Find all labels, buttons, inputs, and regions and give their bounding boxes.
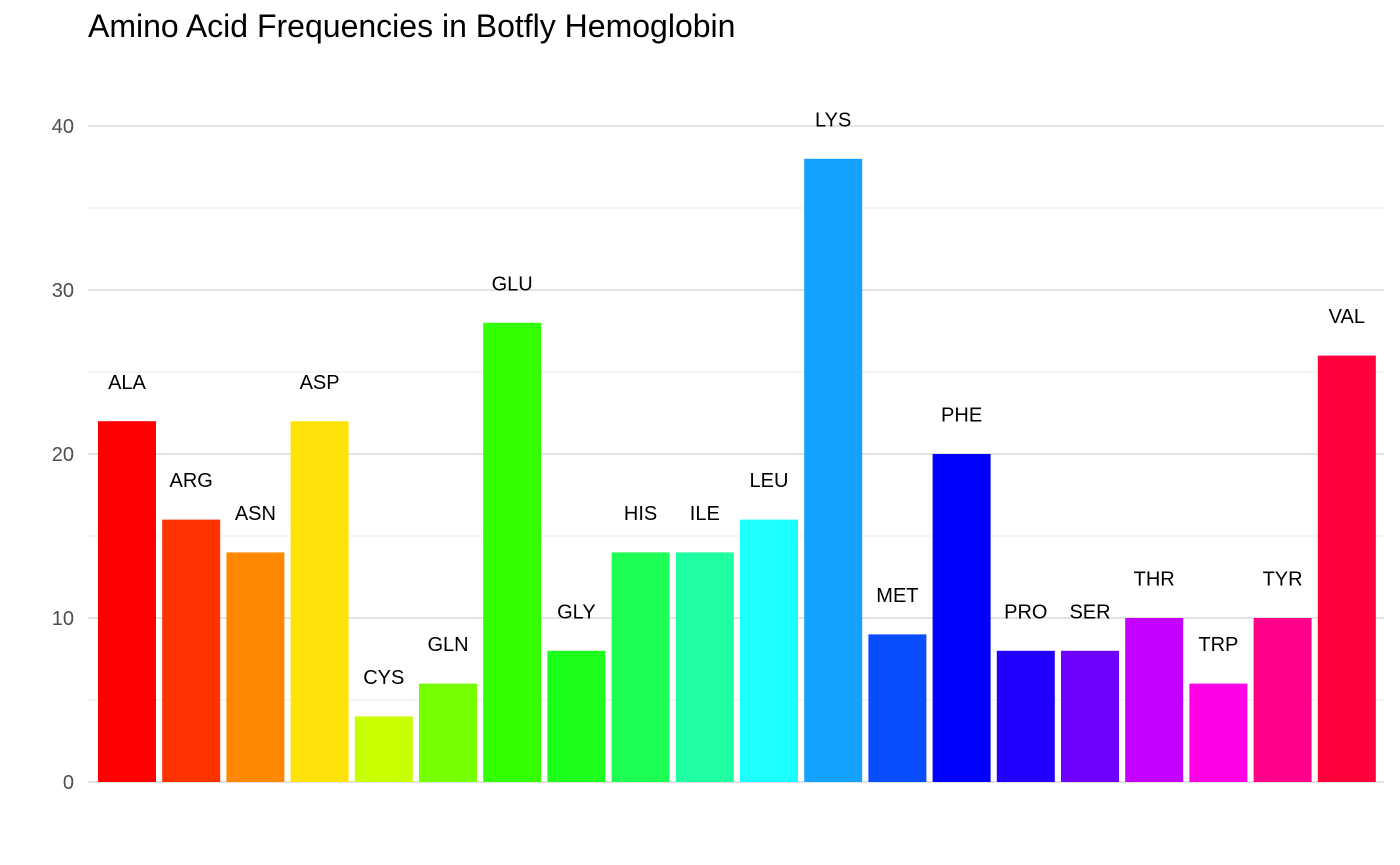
bar-label-cys: CYS bbox=[363, 667, 404, 689]
bar-label-arg: ARG bbox=[170, 470, 213, 492]
bar-label-thr: THR bbox=[1134, 569, 1175, 591]
y-axis-ticks: 0 10 20 30 40 bbox=[52, 116, 74, 794]
bar-label-gly: GLY bbox=[557, 601, 596, 623]
y-tick-label: 30 bbox=[52, 280, 74, 302]
bar-his bbox=[611, 552, 670, 782]
bar-label-leu: LEU bbox=[750, 470, 789, 492]
bar-val bbox=[1317, 355, 1376, 782]
bar-label-his: HIS bbox=[624, 503, 657, 525]
bar-pro bbox=[996, 650, 1055, 782]
bar-gly bbox=[547, 650, 606, 782]
bar-label-phe: PHE bbox=[941, 405, 982, 427]
data-labels: ALA ARG ASN ASP CYS GLN GLU GLY HIS ILE LEU LYS MET P… bbox=[108, 109, 1365, 689]
y-tick-label: 10 bbox=[52, 608, 74, 630]
bar-gln bbox=[419, 683, 477, 782]
chart-title: Amino Acid Frequencies in Botfly Hemoglo… bbox=[88, 8, 736, 44]
bar-label-trp: TRP bbox=[1198, 634, 1238, 656]
bar-lys bbox=[804, 158, 863, 783]
bar-phe bbox=[932, 454, 991, 782]
bar-trp bbox=[1189, 683, 1248, 782]
bar-label-asp: ASP bbox=[300, 372, 340, 394]
bar-label-val: VAL bbox=[1329, 306, 1365, 328]
bar-asn bbox=[226, 552, 285, 782]
bar-label-gln: GLN bbox=[427, 634, 468, 656]
bar-glu bbox=[483, 322, 542, 782]
y-tick-label: 40 bbox=[52, 116, 74, 138]
bar-asp bbox=[290, 421, 349, 782]
bar-arg bbox=[162, 519, 221, 782]
bar-label-ser: SER bbox=[1069, 601, 1110, 623]
bars bbox=[98, 158, 1376, 783]
bar-label-asn: ASN bbox=[235, 503, 276, 525]
bar-leu bbox=[740, 519, 798, 782]
bar-label-ala: ALA bbox=[108, 372, 146, 394]
bar-thr bbox=[1125, 618, 1184, 782]
bar-label-met: MET bbox=[876, 585, 918, 607]
y-tick-label: 0 bbox=[63, 772, 74, 794]
bar-label-lys: LYS bbox=[815, 109, 851, 131]
y-tick-label: 20 bbox=[52, 444, 74, 466]
bar-ile bbox=[675, 552, 734, 782]
bar-label-tyr: TYR bbox=[1263, 569, 1303, 591]
bar-ala bbox=[98, 421, 156, 782]
bar-cys bbox=[354, 716, 413, 782]
bar-label-glu: GLU bbox=[492, 273, 533, 295]
bar-label-pro: PRO bbox=[1004, 601, 1047, 623]
bar-met bbox=[868, 634, 927, 782]
bar-ser bbox=[1061, 650, 1119, 782]
bar-label-ile: ILE bbox=[690, 503, 720, 525]
bar-tyr bbox=[1253, 618, 1312, 782]
